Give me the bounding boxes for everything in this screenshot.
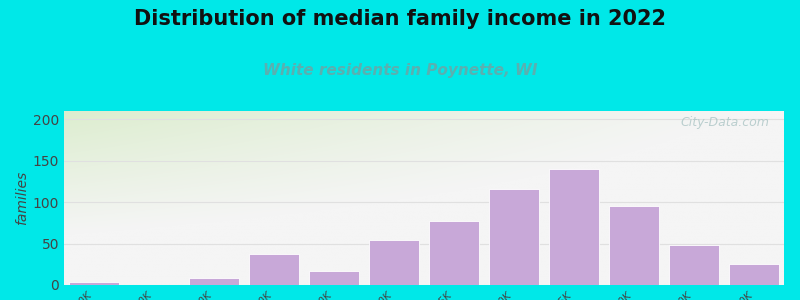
Bar bbox=[190, 278, 238, 285]
Bar bbox=[490, 189, 538, 285]
Text: Distribution of median family income in 2022: Distribution of median family income in … bbox=[134, 9, 666, 29]
Text: City-Data.com: City-Data.com bbox=[681, 116, 770, 129]
Text: White residents in Poynette, WI: White residents in Poynette, WI bbox=[262, 63, 538, 78]
Bar bbox=[250, 254, 298, 285]
Bar bbox=[370, 240, 418, 285]
Bar bbox=[430, 221, 478, 285]
Bar bbox=[70, 282, 118, 285]
Bar bbox=[550, 169, 598, 285]
Y-axis label: families: families bbox=[14, 171, 29, 225]
Bar bbox=[730, 264, 778, 285]
Bar bbox=[610, 206, 658, 285]
Bar bbox=[670, 245, 718, 285]
Bar bbox=[310, 271, 358, 285]
